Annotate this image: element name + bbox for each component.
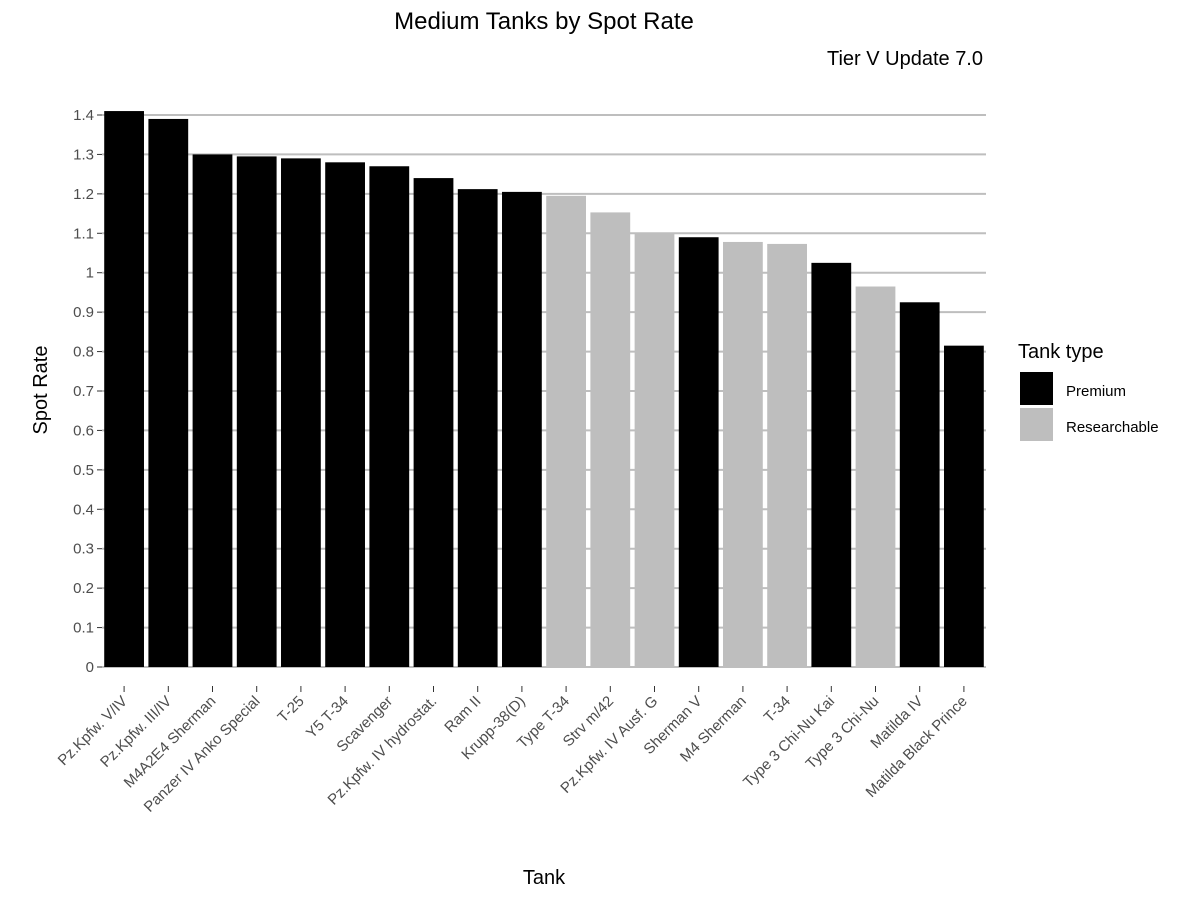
y-tick-label: 1.3 xyxy=(73,146,94,163)
legend-swatch-premium xyxy=(1020,372,1053,405)
chart-subtitle: Tier V Update 7.0 xyxy=(826,48,983,70)
bar xyxy=(502,191,542,667)
x-tick-label: Ram II xyxy=(441,693,484,736)
y-tick-label: 0.3 xyxy=(73,541,94,558)
y-tick-label: 0.9 xyxy=(73,304,94,321)
y-tick-label: 0.6 xyxy=(73,422,94,439)
legend: Tank type Premium Researchable xyxy=(1018,341,1159,441)
legend-label-researchable: Researchable xyxy=(1066,419,1159,436)
bar xyxy=(369,166,410,667)
x-tick-label: T-25 xyxy=(274,693,307,726)
y-axis-ticks: 0 0.1 0.2 0.3 0.4 0.5 0.6 0.7 0.8 0.9 1 1.1 1.2 1.3 1.… xyxy=(73,107,102,676)
chart-title: Medium Tanks by Spot Rate xyxy=(394,8,694,35)
y-tick-label: 0.5 xyxy=(73,462,94,479)
y-tick-label: 0.8 xyxy=(73,344,94,361)
bar xyxy=(457,189,498,667)
bar xyxy=(236,156,277,667)
bar xyxy=(678,237,719,667)
y-tick-label: 0.7 xyxy=(73,383,94,400)
bars xyxy=(104,111,984,668)
legend-label-premium: Premium xyxy=(1066,383,1126,400)
bar xyxy=(723,241,763,667)
legend-swatch-researchable xyxy=(1020,408,1053,441)
bar xyxy=(944,345,984,667)
bar xyxy=(546,195,586,668)
y-tick-label: 1.4 xyxy=(73,107,94,124)
bar xyxy=(634,233,675,668)
bar xyxy=(811,262,852,667)
bar xyxy=(855,286,896,667)
y-tick-label: 0 xyxy=(86,659,94,676)
x-tick-label: T-34 xyxy=(761,693,794,726)
legend-title: Tank type xyxy=(1018,341,1104,363)
x-axis-title: Tank xyxy=(523,867,566,889)
bar xyxy=(192,154,233,667)
bar xyxy=(148,118,189,667)
bar xyxy=(104,111,144,668)
y-axis-title: Spot Rate xyxy=(30,346,52,435)
gridlines xyxy=(102,114,986,668)
y-tick-label: 1.2 xyxy=(73,186,94,203)
bar xyxy=(413,178,454,668)
y-tick-label: 0.2 xyxy=(73,580,94,597)
y-tick-label: 1.1 xyxy=(73,225,94,242)
y-tick-label: 0.4 xyxy=(73,501,94,518)
bar xyxy=(590,212,631,668)
bar xyxy=(767,243,807,667)
bar xyxy=(281,158,321,667)
bar xyxy=(325,162,365,668)
y-tick-label: 1 xyxy=(86,265,94,282)
y-tick-label: 0.1 xyxy=(73,620,94,637)
bar xyxy=(899,302,940,667)
